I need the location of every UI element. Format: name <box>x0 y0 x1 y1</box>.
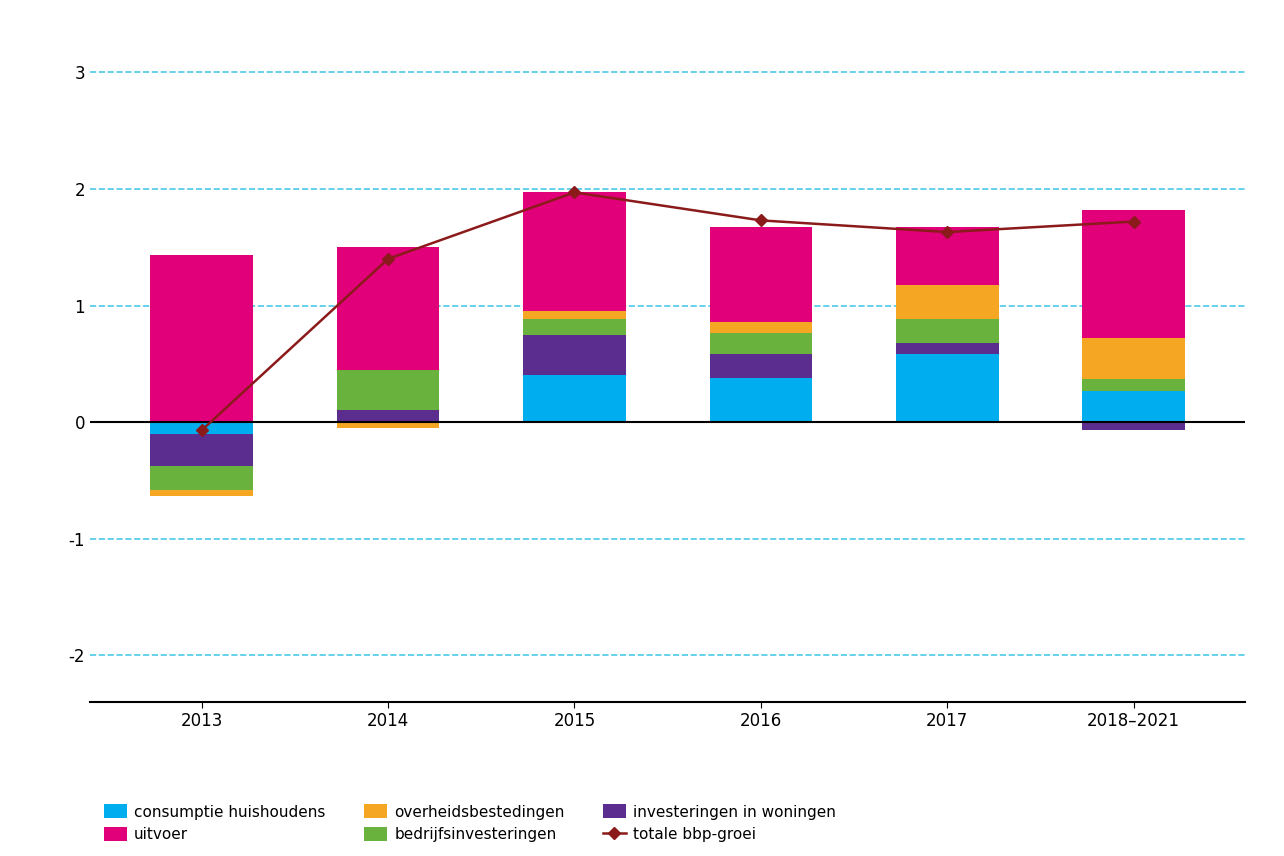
Bar <box>336 422 439 428</box>
Bar <box>896 284 999 319</box>
Bar <box>150 434 253 467</box>
Bar <box>150 467 253 490</box>
Bar <box>710 322 813 334</box>
Bar <box>896 319 999 342</box>
Bar <box>150 490 253 496</box>
Bar <box>524 335 625 376</box>
Bar <box>896 354 999 422</box>
Bar <box>710 334 813 354</box>
Bar <box>1082 390 1185 422</box>
Bar <box>710 354 813 377</box>
Bar <box>336 370 439 410</box>
Bar <box>336 247 439 370</box>
Bar <box>896 228 999 284</box>
Bar <box>524 312 625 319</box>
Bar <box>524 193 625 312</box>
Bar <box>336 410 439 422</box>
Bar <box>524 376 625 422</box>
Bar <box>1082 338 1185 379</box>
Bar <box>1082 379 1185 390</box>
Bar <box>1082 422 1185 431</box>
Bar <box>896 342 999 354</box>
Legend: consumptie huishoudens, uitvoer, overheidsbestedingen, bedrijfsinvesteringen, in: consumptie huishoudens, uitvoer, overhei… <box>98 799 842 848</box>
Bar <box>710 228 813 322</box>
Bar <box>524 319 625 335</box>
Bar <box>1082 210 1185 338</box>
Bar <box>710 377 813 422</box>
Bar <box>150 422 253 434</box>
Bar <box>150 255 253 422</box>
